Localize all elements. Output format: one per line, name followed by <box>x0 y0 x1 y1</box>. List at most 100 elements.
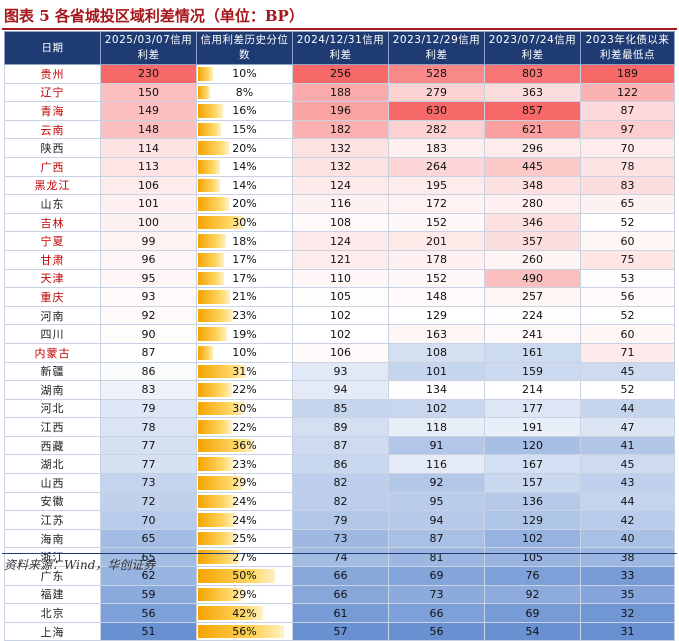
spread-2023-jul-cell: 159 <box>484 361 581 382</box>
spread-low-cell: 41 <box>580 435 675 456</box>
spread-2023-jul-cell: 129 <box>484 510 581 530</box>
percentile-cell: 24% <box>196 491 293 512</box>
spread-2025-cell: 83 <box>100 380 197 400</box>
spread-2023-dec-cell: 178 <box>388 249 485 270</box>
percentile-bar <box>198 178 220 193</box>
table-row: 云南 148 15% 182 282 621 97 <box>4 119 675 140</box>
spread-2023-jul-cell: 348 <box>484 175 581 196</box>
percentile-cell: 24% <box>196 510 293 530</box>
province-cell: 西藏 <box>4 435 101 456</box>
percentile-cell: 31% <box>196 361 293 382</box>
spread-2025-cell: 100 <box>100 212 197 233</box>
percentile-value: 18% <box>232 234 257 248</box>
spread-2023-dec-cell: 279 <box>388 82 485 103</box>
spread-low-cell: 35 <box>580 584 675 605</box>
percentile-value: 17% <box>232 271 257 285</box>
percentile-bar <box>198 513 235 527</box>
spread-2023-dec-cell: 129 <box>388 305 485 326</box>
spread-2024-cell: 94 <box>292 380 389 400</box>
province-cell: 青海 <box>4 101 101 121</box>
header-spread-2024: 2024/12/31信用利差 <box>292 31 389 65</box>
spread-2024-cell: 102 <box>292 324 389 344</box>
percentile-value: 36% <box>232 439 257 453</box>
province-cell: 湖北 <box>4 454 101 475</box>
percentile-value: 23% <box>232 309 257 323</box>
percentile-cell: 23% <box>196 454 293 475</box>
percentile-value: 30% <box>232 216 257 230</box>
percentile-value: 25% <box>232 532 257 546</box>
spread-2023-jul-cell: 214 <box>484 380 581 400</box>
spread-2024-cell: 66 <box>292 584 389 605</box>
percentile-bar <box>198 383 232 397</box>
spread-2023-jul-cell: 136 <box>484 491 581 512</box>
spread-2023-jul-cell: 257 <box>484 287 581 307</box>
percentile-cell: 22% <box>196 417 293 437</box>
spread-2023-jul-cell: 92 <box>484 584 581 605</box>
spread-low-cell: 52 <box>580 305 675 326</box>
spread-2024-cell: 124 <box>292 231 389 251</box>
spread-2023-jul-cell: 157 <box>484 473 581 493</box>
percentile-bar <box>198 271 225 286</box>
province-cell: 天津 <box>4 268 101 289</box>
percentile-bar <box>198 159 220 174</box>
table-row: 湖南 83 22% 94 134 214 52 <box>4 380 675 400</box>
percentile-value: 19% <box>232 327 257 341</box>
percentile-cell: 10% <box>196 64 293 84</box>
table-row: 西藏 77 36% 87 91 120 41 <box>4 435 675 456</box>
spread-2024-cell: 86 <box>292 454 389 475</box>
percentile-bar <box>198 197 229 211</box>
province-cell: 吉林 <box>4 212 101 233</box>
spread-2024-cell: 79 <box>292 510 389 530</box>
spread-low-cell: 83 <box>580 175 675 196</box>
spread-2023-jul-cell: 54 <box>484 621 581 641</box>
spread-2023-dec-cell: 630 <box>388 101 485 121</box>
percentile-cell: 30% <box>196 212 293 233</box>
spread-2025-cell: 96 <box>100 249 197 270</box>
spread-2023-dec-cell: 172 <box>388 194 485 214</box>
province-cell: 四川 <box>4 324 101 344</box>
spread-2023-dec-cell: 69 <box>388 566 485 586</box>
spread-2023-jul-cell: 357 <box>484 231 581 251</box>
percentile-cell: 10% <box>196 342 293 363</box>
spread-2025-cell: 79 <box>100 398 197 419</box>
spread-2023-dec-cell: 183 <box>388 138 485 158</box>
percentile-cell: 29% <box>196 473 293 493</box>
percentile-bar <box>198 215 245 230</box>
spread-2025-cell: 78 <box>100 417 197 437</box>
spread-2024-cell: 110 <box>292 268 389 289</box>
percentile-bar <box>198 494 235 509</box>
percentile-value: 50% <box>232 569 257 583</box>
spread-2025-cell: 65 <box>100 528 197 549</box>
percentile-cell: 17% <box>196 268 293 289</box>
percentile-value: 10% <box>232 67 257 81</box>
spread-2023-jul-cell: 296 <box>484 138 581 158</box>
percentile-cell: 50% <box>196 566 293 586</box>
percentile-value: 22% <box>232 420 257 434</box>
spread-2023-jul-cell: 76 <box>484 566 581 586</box>
header-spread-2023-dec: 2023/12/29信用利差 <box>388 31 485 65</box>
spread-2023-jul-cell: 102 <box>484 528 581 549</box>
spread-2024-cell: 102 <box>292 305 389 326</box>
spread-2023-dec-cell: 152 <box>388 268 485 289</box>
spread-low-cell: 42 <box>580 510 675 530</box>
spread-2023-dec-cell: 163 <box>388 324 485 344</box>
spread-2023-jul-cell: 490 <box>484 268 581 289</box>
province-cell: 山东 <box>4 194 101 214</box>
table-row: 江苏 70 24% 79 94 129 42 <box>4 510 675 530</box>
percentile-bar <box>198 476 243 490</box>
spread-2023-dec-cell: 195 <box>388 175 485 196</box>
table-row: 新疆 86 31% 93 101 159 45 <box>4 361 675 382</box>
table-row: 山东 101 20% 116 172 280 65 <box>4 194 675 214</box>
header-percentile: 信用利差历史分位数 <box>196 31 293 65</box>
spread-low-cell: 52 <box>580 380 675 400</box>
spread-2023-jul-cell: 280 <box>484 194 581 214</box>
percentile-bar <box>198 401 245 416</box>
percentile-cell: 42% <box>196 603 293 623</box>
spread-low-cell: 38 <box>580 547 675 568</box>
spread-2023-jul-cell: 161 <box>484 342 581 363</box>
percentile-cell: 19% <box>196 324 293 344</box>
spread-2023-jul-cell: 191 <box>484 417 581 437</box>
province-cell: 福建 <box>4 584 101 605</box>
spread-2023-dec-cell: 264 <box>388 156 485 177</box>
spread-low-cell: 60 <box>580 324 675 344</box>
